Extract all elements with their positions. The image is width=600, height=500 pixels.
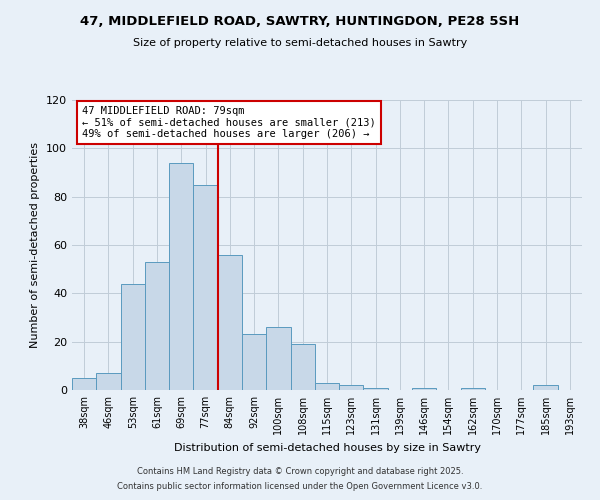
Bar: [364, 388, 388, 390]
Y-axis label: Number of semi-detached properties: Number of semi-detached properties: [31, 142, 40, 348]
Bar: [145, 262, 169, 390]
Bar: [242, 334, 266, 390]
Text: Contains public sector information licensed under the Open Government Licence v3: Contains public sector information licen…: [118, 482, 482, 491]
Bar: [193, 184, 218, 390]
Bar: [315, 383, 339, 390]
Bar: [121, 284, 145, 390]
Bar: [412, 388, 436, 390]
Bar: [290, 344, 315, 390]
Bar: [169, 163, 193, 390]
Text: Contains HM Land Registry data © Crown copyright and database right 2025.: Contains HM Land Registry data © Crown c…: [137, 467, 463, 476]
Bar: [72, 378, 96, 390]
Bar: [96, 373, 121, 390]
Text: Size of property relative to semi-detached houses in Sawtry: Size of property relative to semi-detach…: [133, 38, 467, 48]
Bar: [533, 385, 558, 390]
X-axis label: Distribution of semi-detached houses by size in Sawtry: Distribution of semi-detached houses by …: [173, 442, 481, 452]
Bar: [339, 385, 364, 390]
Bar: [461, 388, 485, 390]
Text: 47, MIDDLEFIELD ROAD, SAWTRY, HUNTINGDON, PE28 5SH: 47, MIDDLEFIELD ROAD, SAWTRY, HUNTINGDON…: [80, 15, 520, 28]
Bar: [218, 254, 242, 390]
Bar: [266, 327, 290, 390]
Text: 47 MIDDLEFIELD ROAD: 79sqm
← 51% of semi-detached houses are smaller (213)
49% o: 47 MIDDLEFIELD ROAD: 79sqm ← 51% of semi…: [82, 106, 376, 139]
